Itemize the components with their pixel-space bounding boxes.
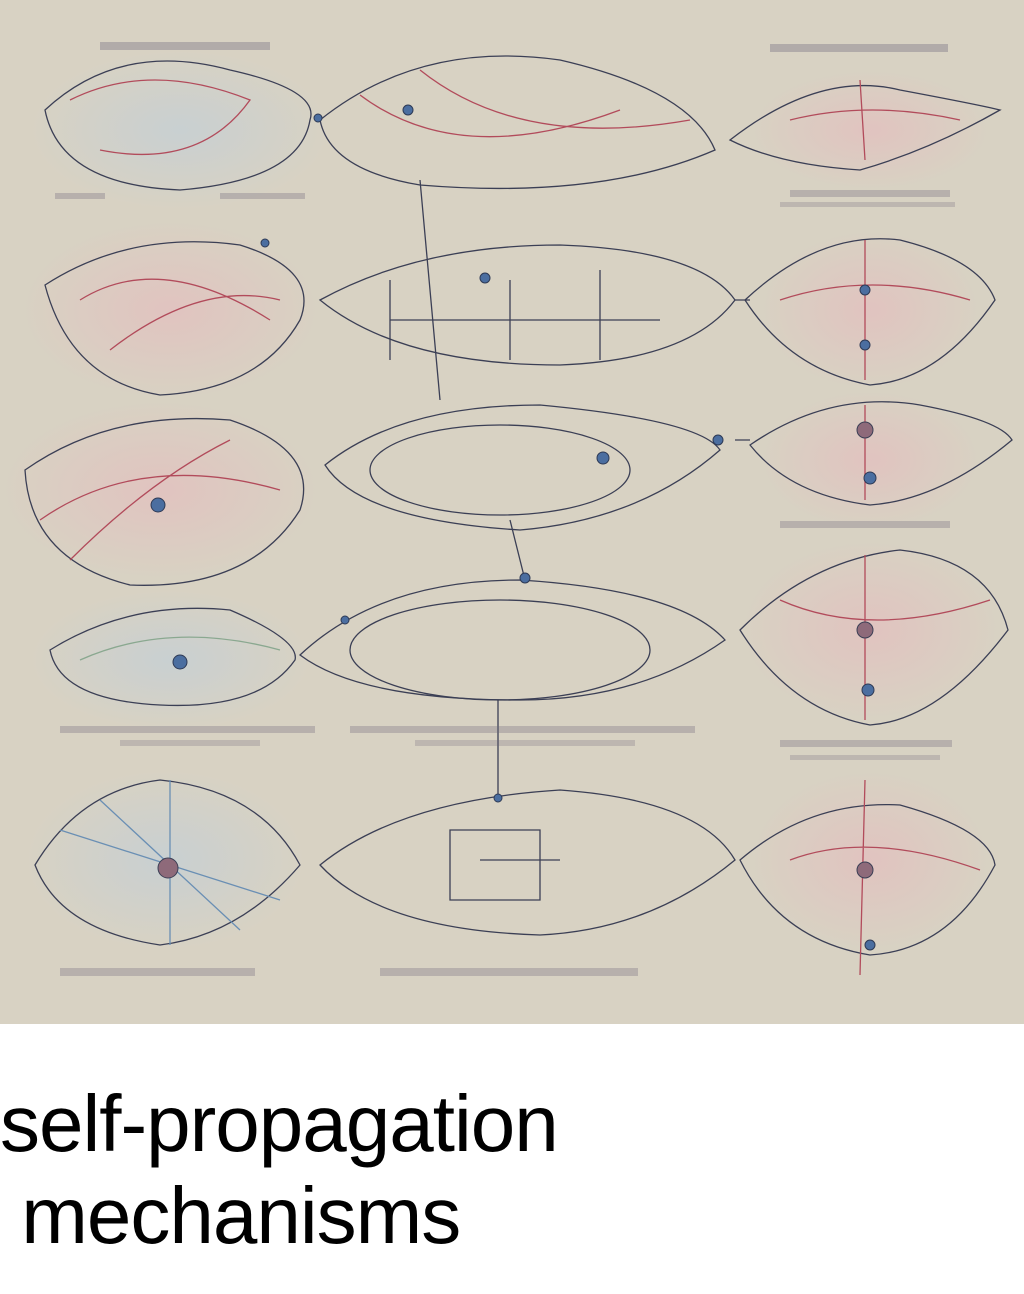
caption-line-1: self-propagation (0, 1079, 559, 1168)
network-diagram-illustration (0, 42, 1013, 976)
caption: self-propagation mechanisms (0, 1078, 1024, 1262)
caption-line-2: mechanisms (0, 1171, 461, 1260)
artwork-image (0, 0, 1024, 1024)
